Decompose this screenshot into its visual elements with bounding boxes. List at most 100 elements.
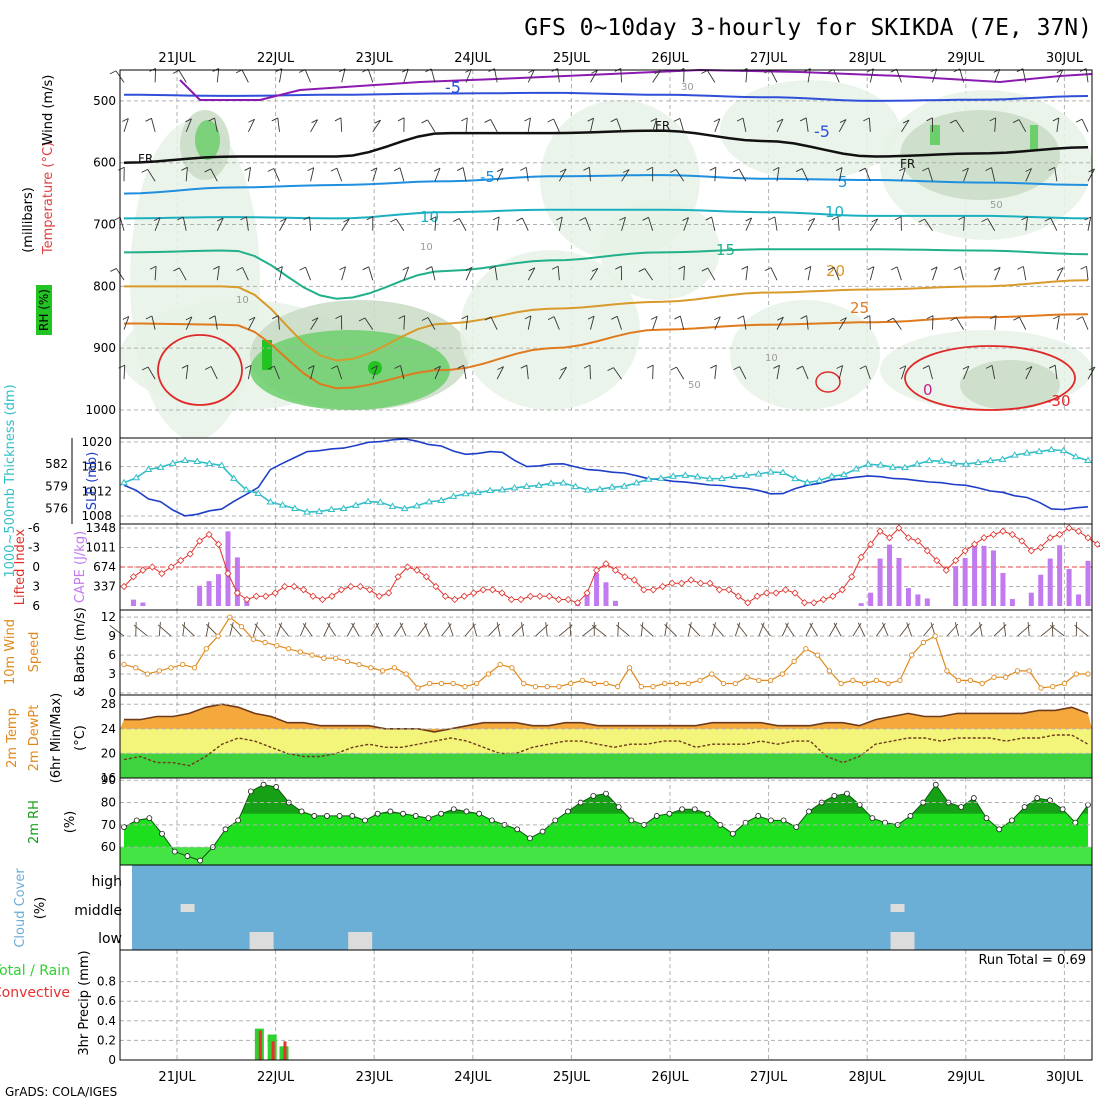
upper-wind-barb — [932, 266, 938, 281]
upper-wind-barb — [364, 317, 374, 330]
cape-bar — [140, 602, 146, 606]
footer-credit: GrADS: COLA/IGES — [5, 1085, 117, 1099]
upper-wind-barb-flag — [457, 364, 464, 369]
dewpoint-line — [123, 734, 1089, 767]
thickness-point — [144, 465, 153, 473]
upper-wind-barb-flag — [141, 168, 148, 173]
upper-wind-barb — [336, 365, 343, 380]
rh-shading-area — [600, 200, 720, 300]
upper-wind-barb-flag — [484, 316, 492, 321]
ylabel-minmax: (6hr Min/Max) — [49, 693, 64, 783]
surface-wind-barb — [157, 624, 172, 637]
upper-wind-barb-flag — [918, 218, 925, 223]
wind-tick-label: 12 — [101, 610, 116, 624]
rh2m-point — [450, 806, 457, 813]
upper-wind-barb-flag — [461, 117, 468, 122]
thickness-point — [596, 485, 604, 492]
upper-wind-barb-flag — [1013, 316, 1020, 321]
upper-wind-barb — [310, 119, 318, 133]
wind-tick-label: 0 — [108, 686, 116, 700]
rh2m-point — [844, 790, 850, 797]
wind-speed-point — [532, 684, 539, 690]
upper-wind-barb-flag — [268, 365, 275, 370]
upper-wind-barb — [558, 168, 567, 182]
isotherm-line — [179, 68, 1093, 101]
upper-wind-barb-flag — [244, 364, 252, 369]
wind-speed-point — [344, 658, 351, 665]
upper-wind-barb — [241, 69, 249, 83]
upper-wind-barb-flag — [177, 216, 184, 221]
upper-wind-barb — [427, 119, 436, 133]
upper-wind-barb — [434, 168, 441, 182]
wind-speed-point — [626, 665, 633, 671]
upper-wind-barb-flag — [840, 317, 847, 322]
upper-wind-barb — [553, 316, 560, 330]
upper-wind-barb — [1081, 118, 1089, 133]
li-point — [829, 592, 837, 600]
thickness-point — [620, 482, 629, 489]
rh2m-point — [970, 795, 977, 801]
upper-wind-barb-flag — [173, 267, 180, 272]
upper-wind-barb-flag — [453, 218, 460, 222]
upper-wind-barb-flag — [650, 118, 657, 122]
surface-wind-barb — [1074, 624, 1089, 637]
upper-wind-barb-flag — [796, 168, 803, 172]
upper-wind-barb — [869, 218, 879, 231]
upper-wind-barb-flag — [673, 117, 681, 122]
thickness-point — [571, 482, 580, 490]
cape-bar — [1038, 574, 1044, 606]
thickness-point — [669, 472, 677, 479]
upper-wind-barb — [458, 218, 467, 231]
cloud-patch — [890, 904, 905, 912]
upper-wind-barb — [490, 119, 498, 133]
wind-speed-point — [967, 677, 974, 684]
li-point — [385, 589, 393, 597]
thickness-point — [290, 504, 299, 512]
upper-wind-barb-flag — [311, 317, 319, 322]
cape-bar — [206, 581, 212, 606]
rh2m-point — [983, 815, 990, 822]
surface-wind-barb — [615, 624, 630, 637]
upper-wind-barb-flag — [674, 315, 681, 320]
rh2m-point — [184, 853, 191, 859]
rh2m-point — [552, 817, 559, 824]
rh2m-point — [476, 810, 483, 817]
wind-speed-point — [544, 684, 550, 690]
surface-wind-barb — [617, 622, 619, 637]
thickness-point — [364, 497, 372, 505]
li-point — [196, 537, 204, 545]
upper-wind-barb-flag — [615, 265, 622, 270]
cape-bar — [603, 582, 609, 606]
li-point — [611, 566, 620, 574]
upper-wind-barb — [959, 266, 965, 281]
thickness-point — [376, 498, 385, 505]
rh2m-point — [704, 810, 711, 817]
cloud-patch — [249, 932, 274, 952]
upper-wind-barb — [838, 317, 847, 330]
upper-wind-barb — [770, 267, 778, 281]
li-point — [838, 586, 846, 594]
surface-wind-barb — [760, 623, 771, 637]
upper-wind-barb — [277, 315, 280, 330]
rh2m-point — [374, 810, 381, 817]
precip-panel-bg — [120, 950, 1092, 1060]
upper-wind-barb-flag — [524, 315, 532, 320]
li-point — [366, 586, 374, 594]
contour-label: 25 — [850, 299, 869, 317]
upper-wind-barb-flag — [434, 365, 441, 370]
upper-wind-barb-flag — [547, 118, 554, 123]
li-point — [281, 582, 289, 591]
upper-wind-barb — [613, 367, 622, 380]
wind-speed-point — [662, 680, 668, 687]
upper-wind-barb — [838, 365, 844, 380]
thickness-point — [449, 492, 458, 499]
surface-wind-barb — [569, 622, 572, 637]
top-date-label: 25JUL — [553, 51, 591, 66]
li-point — [290, 582, 298, 591]
li-point — [262, 592, 270, 600]
cape-tick-label: 674 — [93, 560, 116, 574]
thickness-point — [303, 508, 311, 515]
upper-wind-barb-flag — [110, 268, 117, 272]
upper-wind-barb — [1025, 366, 1033, 380]
thickness-point — [351, 501, 360, 508]
